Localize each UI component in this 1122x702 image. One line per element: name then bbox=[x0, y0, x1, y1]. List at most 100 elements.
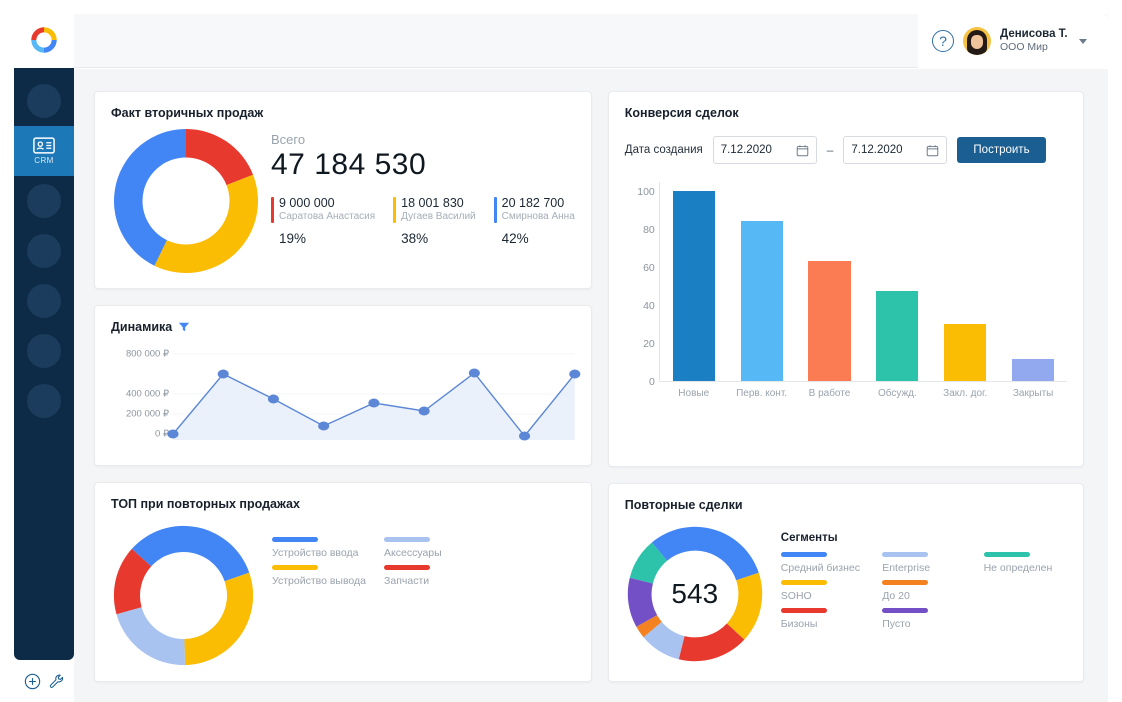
date-range-separator: – bbox=[826, 143, 834, 157]
contact-card-icon bbox=[33, 137, 55, 154]
legend-item[interactable]: SOHO bbox=[780, 580, 864, 602]
axis-tick-label: Новые bbox=[678, 388, 710, 399]
user-org: ООО Мир bbox=[1000, 41, 1048, 54]
sidebar-item-crm-label: CRM bbox=[34, 156, 54, 165]
legend-swatch bbox=[882, 608, 929, 613]
page-title-dynamics: Динамика bbox=[111, 320, 173, 334]
bar bbox=[944, 323, 987, 381]
page-title-repeat-deals: Повторные сделки bbox=[624, 498, 743, 512]
date-label: Дата создания bbox=[624, 144, 703, 156]
legend-swatch bbox=[882, 580, 929, 585]
sidebar: CRM bbox=[14, 68, 74, 660]
legend-swatch bbox=[384, 537, 431, 542]
sidebar-item-5[interactable] bbox=[14, 326, 74, 376]
data-point bbox=[418, 406, 430, 416]
calendar-icon[interactable] bbox=[926, 144, 939, 157]
person-name: Смирнова Анна bbox=[501, 211, 575, 222]
sidebar-item-4[interactable] bbox=[14, 276, 74, 326]
person-value: 18 001 830 bbox=[401, 196, 464, 210]
sidebar-item-6[interactable] bbox=[14, 376, 74, 426]
axis-tick-label: 20 bbox=[643, 337, 655, 350]
axis-tick-label: Перв. конт. bbox=[736, 388, 788, 399]
date-from-value: 7.12.2020 bbox=[720, 144, 772, 156]
app-logo[interactable] bbox=[14, 12, 74, 68]
card-top-repeat-sales: ТОП при повторных продажах Устройство вв… bbox=[94, 482, 592, 682]
legend-spacer bbox=[984, 608, 1067, 630]
date-from-input[interactable]: 7.12.2020 bbox=[712, 136, 817, 164]
sidebar-item-2[interactable] bbox=[14, 176, 74, 226]
card-conversion: Конверсия сделок Дата создания 7.12.2020… bbox=[607, 91, 1084, 467]
date-to-input[interactable]: 7.12.2020 bbox=[843, 136, 948, 164]
sidebar-item-0[interactable] bbox=[14, 76, 74, 126]
avatar[interactable] bbox=[963, 27, 991, 55]
bar bbox=[1012, 359, 1055, 381]
legend-item[interactable]: Запчасти bbox=[384, 565, 442, 587]
axis-tick-label: Закл. дог. bbox=[943, 388, 988, 399]
legend-swatch bbox=[882, 552, 929, 557]
page-title-conversion: Конверсия сделок bbox=[624, 106, 739, 120]
sidebar-footer bbox=[14, 660, 74, 702]
legend-item[interactable]: До 20 bbox=[882, 580, 965, 602]
legend-item[interactable]: Бизоны bbox=[780, 608, 864, 630]
wrench-icon[interactable] bbox=[48, 673, 65, 690]
data-point bbox=[318, 421, 330, 431]
legend-item[interactable]: Устройство вывода bbox=[272, 565, 366, 587]
question-mark-icon[interactable]: ? bbox=[932, 30, 954, 52]
list-item: 20 182 700 Смирнова Анна 42% bbox=[493, 196, 575, 246]
plus-circle-icon[interactable] bbox=[24, 673, 41, 690]
legend-label: Аксессуары bbox=[384, 547, 442, 559]
axis-tick-label: 60 bbox=[643, 261, 655, 274]
donut-center-value: 543 bbox=[671, 578, 719, 609]
circle-placeholder-icon bbox=[27, 384, 61, 418]
top-repeat-legend: Устройство ввода Аксессуары Устройство в… bbox=[272, 523, 442, 587]
axis-tick-label: 400 000 ₽ bbox=[125, 388, 169, 400]
page-title-top-repeat: ТОП при повторных продажах bbox=[111, 497, 300, 511]
dynamics-plot bbox=[167, 344, 581, 441]
person-name: Дугаев Василий bbox=[401, 211, 476, 222]
conversion-y-axis: 0 20 40 60 80 100 bbox=[625, 182, 659, 388]
legend-item[interactable]: Устройство ввода bbox=[272, 537, 366, 559]
axis-tick-label: 200 000 ₽ bbox=[125, 408, 169, 420]
legend-item[interactable]: Аксессуары bbox=[384, 537, 442, 559]
person-name: Саратова Анастасия bbox=[279, 211, 376, 222]
circle-placeholder-icon bbox=[27, 284, 61, 318]
page-title-fact: Факт вторичных продаж bbox=[111, 106, 264, 120]
axis-tick-label: 0 bbox=[648, 376, 655, 388]
sidebar-item-crm[interactable]: CRM bbox=[14, 126, 74, 176]
app-logo-icon bbox=[31, 27, 57, 53]
axis-tick-label: 0 ₽ bbox=[155, 428, 169, 440]
card-dynamics: Динамика 800 000 ₽ 400 000 ₽ 200 000 ₽ 0 ₽ bbox=[94, 305, 592, 466]
legend-label: Не определен bbox=[983, 562, 1053, 574]
filter-icon[interactable] bbox=[178, 321, 190, 333]
fact-legend: 9 000 000 Саратова Анастасия 19% 18 001 … bbox=[271, 196, 575, 246]
person-percent: 19% bbox=[279, 231, 307, 246]
legend-label: До 20 bbox=[882, 590, 910, 602]
axis-tick-label: 40 bbox=[643, 299, 655, 312]
data-point bbox=[519, 431, 531, 441]
repeat-deals-legend: Средний бизнес Enterprise Не определен S… bbox=[780, 550, 1067, 630]
card-repeat-deals: Повторные сделки 543 Сегменты Средний би… bbox=[607, 483, 1084, 682]
data-point bbox=[569, 369, 581, 379]
legend-label: Enterprise bbox=[882, 562, 931, 574]
person-value: 9 000 000 bbox=[279, 196, 335, 210]
user-pane: ? Денисова Т. ООО Мир bbox=[918, 14, 1108, 68]
sidebar-item-3[interactable] bbox=[14, 226, 74, 276]
repeat-deals-donut-chart bbox=[627, 526, 762, 662]
calendar-icon[interactable] bbox=[796, 144, 809, 157]
legend-item[interactable]: Средний бизнес bbox=[780, 552, 864, 574]
legend-item[interactable]: Пусто bbox=[882, 608, 965, 630]
total-label: Всего bbox=[271, 132, 306, 147]
legend-item[interactable]: Не определен bbox=[983, 552, 1067, 574]
total-value: 47 184 530 bbox=[271, 148, 427, 181]
conversion-x-axis: Новые Перв. конт. В работе Обсужд. Закл. дог… bbox=[660, 388, 1067, 399]
legend-label: Средний бизнес bbox=[780, 562, 860, 574]
chevron-down-icon[interactable] bbox=[1078, 38, 1087, 44]
fact-donut-chart bbox=[113, 129, 258, 273]
legend-label: Запчасти bbox=[384, 575, 430, 587]
legend-item[interactable]: Enterprise bbox=[882, 552, 965, 574]
build-button[interactable]: Построить bbox=[957, 137, 1046, 163]
bar bbox=[876, 291, 919, 381]
legend-label: Устройство вывода bbox=[272, 575, 367, 587]
circle-placeholder-icon bbox=[27, 184, 61, 218]
